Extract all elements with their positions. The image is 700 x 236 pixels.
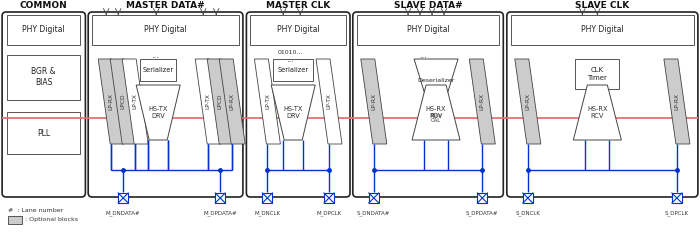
FancyBboxPatch shape (507, 12, 698, 197)
Bar (7, 112, 80, 154)
Bar (215, 193, 225, 203)
Text: LPCD: LPCD (120, 94, 126, 109)
FancyBboxPatch shape (88, 12, 243, 197)
Text: SLAVE DATA#: SLAVE DATA# (393, 0, 463, 9)
Text: S_DNCLK: S_DNCLK (515, 210, 540, 216)
Polygon shape (136, 85, 180, 140)
Bar (477, 193, 487, 203)
Text: M_DPDATA#: M_DPDATA# (204, 210, 237, 216)
Text: HS-TX
DRV: HS-TX DRV (284, 106, 303, 119)
Polygon shape (254, 59, 281, 144)
Text: S_DPDATA#: S_DPDATA# (466, 210, 498, 216)
Text: MASTER CLK: MASTER CLK (266, 0, 330, 9)
Bar (426, 110, 446, 126)
Text: LP-RX: LP-RX (230, 93, 235, 110)
Bar (140, 59, 176, 81)
Text: ...: ... (286, 55, 294, 64)
Polygon shape (412, 85, 460, 140)
Text: ...: ... (152, 51, 160, 59)
Text: MASTER DATA#: MASTER DATA# (126, 0, 205, 9)
Text: PHY Digital: PHY Digital (144, 25, 187, 34)
Text: M_DNDATA#: M_DNDATA# (106, 210, 141, 216)
Text: SLAVE CLK: SLAVE CLK (575, 0, 629, 9)
Polygon shape (414, 59, 458, 101)
Text: S_DPCLK: S_DPCLK (665, 210, 689, 216)
Text: PLL: PLL (37, 128, 50, 138)
Text: LP-RX: LP-RX (108, 93, 113, 110)
Text: CLK
Timer: CLK Timer (587, 67, 608, 80)
Text: LP-TX: LP-TX (206, 93, 211, 110)
Polygon shape (469, 59, 496, 144)
Bar (523, 193, 533, 203)
Bar (92, 15, 239, 45)
Text: Serializer: Serializer (278, 67, 309, 73)
Polygon shape (271, 85, 315, 140)
Text: Deserializer: Deserializer (417, 77, 455, 83)
Polygon shape (219, 59, 245, 144)
Text: S_DNDATA#: S_DNDATA# (357, 210, 391, 216)
Text: M_DNCLK: M_DNCLK (254, 210, 281, 216)
Text: PHY Digital: PHY Digital (22, 25, 65, 34)
Text: LP-TX: LP-TX (326, 93, 332, 110)
FancyBboxPatch shape (246, 12, 350, 197)
Text: ...: ... (419, 51, 427, 59)
Bar (251, 15, 346, 45)
Text: M_DPCLK: M_DPCLK (316, 210, 342, 216)
Text: Bias
CAL: Bias CAL (430, 113, 442, 123)
Text: 01010...: 01010... (277, 50, 303, 55)
Text: LP-RX: LP-RX (371, 93, 377, 110)
Bar (7, 55, 80, 100)
Text: PHY Digital: PHY Digital (581, 25, 624, 34)
Text: LPCD: LPCD (218, 94, 223, 109)
Bar (575, 59, 620, 89)
Text: LP-RX: LP-RX (525, 93, 531, 110)
Text: HS-RX
RCV: HS-RX RCV (426, 106, 447, 119)
Bar (369, 193, 379, 203)
Text: HS-TX
DRV: HS-TX DRV (148, 106, 168, 119)
Polygon shape (195, 59, 221, 144)
Bar (7, 15, 80, 45)
Text: HS-RX
RCV: HS-RX RCV (587, 106, 608, 119)
Polygon shape (573, 85, 622, 140)
Polygon shape (514, 59, 541, 144)
Polygon shape (360, 59, 387, 144)
Bar (324, 193, 334, 203)
Text: PHY Digital: PHY Digital (407, 25, 449, 34)
Text: PHY Digital: PHY Digital (276, 25, 320, 34)
Text: : Optional blocks: : Optional blocks (25, 218, 78, 223)
Bar (262, 193, 272, 203)
Bar (118, 193, 128, 203)
Polygon shape (122, 59, 148, 144)
Polygon shape (664, 59, 690, 144)
Polygon shape (98, 59, 124, 144)
Text: LP-RX: LP-RX (674, 93, 680, 110)
Text: LP-RX: LP-RX (480, 93, 485, 110)
Bar (357, 15, 499, 45)
Text: LP-TX: LP-TX (133, 93, 138, 110)
Text: BGR &
BIAS: BGR & BIAS (32, 67, 56, 87)
Text: #  : Lane number: # : Lane number (8, 208, 63, 213)
Bar (273, 59, 313, 81)
Text: COMMON: COMMON (20, 0, 68, 9)
FancyBboxPatch shape (353, 12, 503, 197)
Polygon shape (207, 59, 233, 144)
Bar (8, 216, 22, 224)
Bar (672, 193, 682, 203)
Bar (511, 15, 694, 45)
Polygon shape (110, 59, 136, 144)
Text: LP-TX: LP-TX (265, 93, 270, 110)
FancyBboxPatch shape (2, 12, 85, 197)
Text: Serializer: Serializer (143, 67, 174, 73)
Polygon shape (316, 59, 342, 144)
